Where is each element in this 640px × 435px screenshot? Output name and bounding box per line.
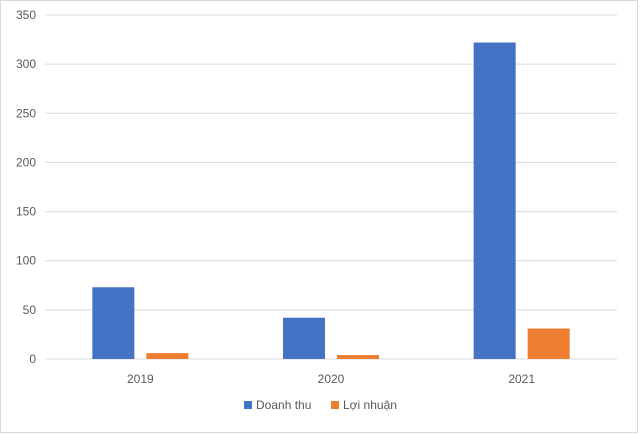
x-tick-label: 2021: [508, 372, 535, 386]
legend: Doanh thu Lợi nhuận: [244, 398, 397, 412]
y-axis-ticks: 0 50 100 150 200 250 300 350: [16, 8, 36, 366]
y-tick-label: 200: [16, 155, 36, 169]
y-tick-label: 350: [16, 8, 36, 22]
y-tick-label: 300: [16, 57, 36, 71]
legend-label: Doanh thu: [256, 398, 311, 412]
bars: [92, 42, 570, 360]
bar-loi-nhuan-2020: [337, 355, 379, 359]
x-axis-ticks: 2019 2020 2021: [127, 372, 535, 386]
x-tick-label: 2019: [127, 372, 154, 386]
legend-label: Lợi nhuận: [343, 398, 397, 412]
bar-loi-nhuan-2021: [527, 328, 570, 359]
bar-doanh-thu-2021: [473, 42, 516, 360]
y-tick-label: 0: [29, 352, 36, 366]
gridlines: [45, 14, 617, 360]
legend-swatch: [244, 401, 252, 409]
y-tick-label: 150: [16, 205, 36, 219]
x-tick-label: 2020: [318, 372, 345, 386]
y-tick-label: 100: [16, 254, 36, 268]
bar-doanh-thu-2020: [283, 317, 325, 359]
y-tick-label: 50: [23, 303, 37, 317]
bar-loi-nhuan-2019: [146, 353, 189, 359]
legend-swatch: [331, 401, 339, 409]
y-tick-label: 250: [16, 106, 36, 120]
bar-doanh-thu-2019: [92, 287, 135, 359]
